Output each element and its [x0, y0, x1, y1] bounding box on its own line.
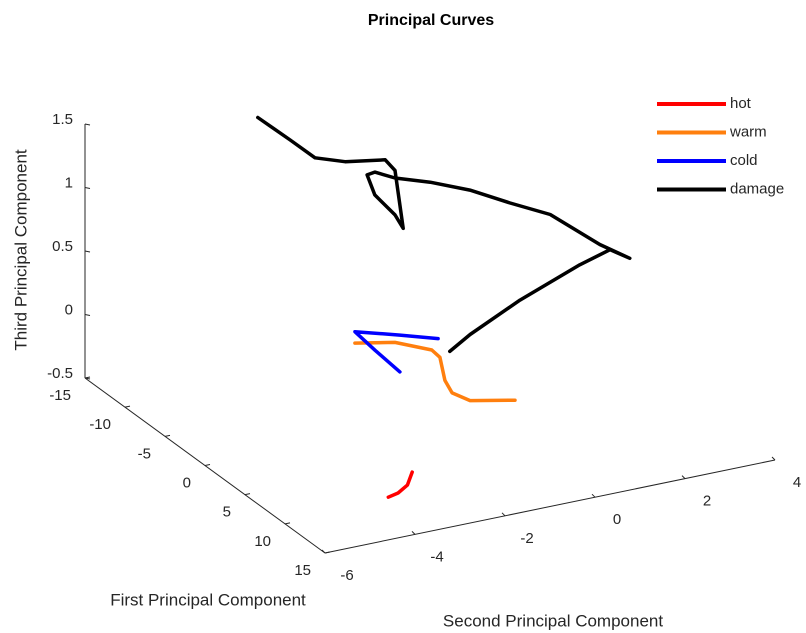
z-tick-label: 0: [65, 301, 73, 318]
z-tick: [84, 314, 91, 316]
y-axis-label: Second Principal Component: [443, 611, 663, 630]
x-tick-label: 15: [294, 562, 311, 579]
x-tick-label: -10: [89, 416, 111, 433]
x-tick: [324, 551, 331, 554]
legend-label: hot: [730, 95, 752, 112]
y-tick: [591, 493, 596, 498]
z-tick-label: -0.5: [47, 365, 73, 382]
x-tick: [164, 434, 171, 437]
curve: [353, 329, 440, 374]
x-tick: [204, 464, 211, 466]
x-tick-label: 5: [223, 504, 231, 521]
legend-label: warm: [729, 123, 767, 140]
z-tick: [84, 250, 91, 253]
x-axis-label: First Principal Component: [110, 590, 306, 609]
y-tick-label: -6: [340, 567, 353, 584]
x-tick: [244, 493, 251, 496]
x-tick-label: -5: [138, 445, 151, 462]
y-tick-label: 0: [613, 511, 621, 528]
legend-label: cold: [730, 152, 758, 169]
curve: [386, 470, 414, 499]
y-axis: [324, 459, 776, 554]
y-tick-label: -2: [520, 530, 533, 547]
y-tick-label: -4: [430, 548, 443, 565]
x-tick-label: -15: [49, 387, 71, 404]
curve: [353, 340, 517, 403]
y-tick-label: 2: [703, 493, 711, 510]
x-tick-label: 10: [254, 533, 271, 550]
x-tick: [84, 376, 91, 379]
legend-label: damage: [730, 180, 784, 197]
z-tick-label: 0.5: [52, 238, 73, 255]
y-tick: [321, 549, 326, 554]
chart-title: Principal Curves: [368, 12, 494, 29]
x-tick: [124, 405, 131, 408]
z-tick-label: 1.5: [52, 111, 73, 128]
y-tick: [681, 475, 686, 479]
z-axis-label: Third Principal Component: [11, 149, 30, 351]
y-tick: [411, 531, 416, 535]
y-tick: [501, 512, 506, 517]
x-tick-label: 0: [183, 474, 191, 491]
y-tick: [771, 456, 776, 461]
z-tick: [84, 123, 91, 126]
curve: [256, 115, 632, 354]
z-tick: [84, 187, 91, 189]
x-tick: [284, 522, 291, 525]
y-tick-label: 4: [793, 474, 801, 491]
z-tick-label: 1: [65, 174, 73, 191]
